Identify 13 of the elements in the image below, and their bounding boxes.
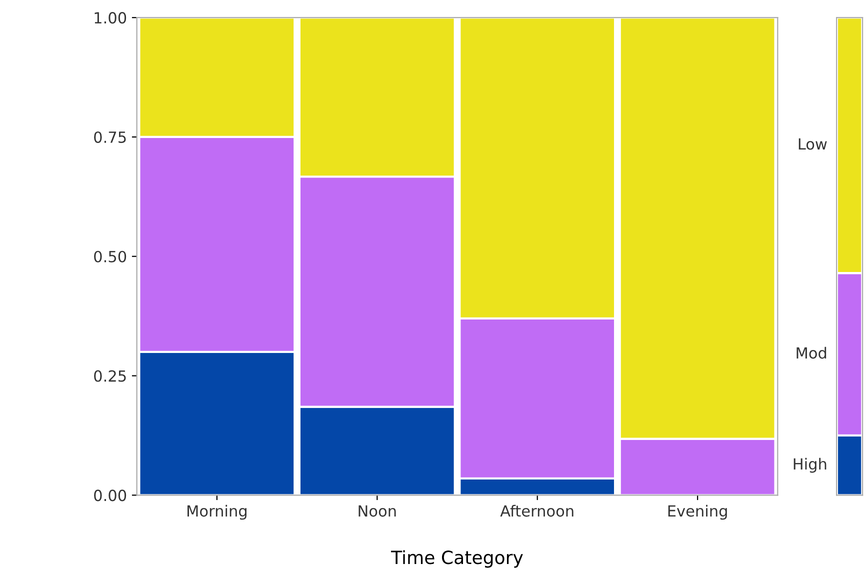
x-axis-title: Time Category xyxy=(390,550,523,568)
series-label: High xyxy=(794,458,826,473)
series-label: Low xyxy=(798,138,827,150)
series-label: Mod xyxy=(796,346,826,359)
y-tick-label: 0.25 xyxy=(94,370,126,382)
y-tick-label: 0.50 xyxy=(94,250,126,262)
x-tick-label: Afternoon xyxy=(500,504,574,517)
x-tick-label: Morning xyxy=(188,504,246,520)
y-tick-label: 1.00 xyxy=(94,12,126,24)
y-tick-label: 0.00 xyxy=(94,490,126,502)
x-tick-label: Noon xyxy=(358,505,396,517)
x-tick-label: Evening xyxy=(668,504,727,520)
y-tick-label: 0.75 xyxy=(94,131,126,143)
